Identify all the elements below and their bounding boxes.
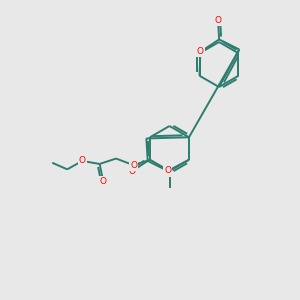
Text: O: O: [197, 47, 204, 56]
Text: O: O: [214, 16, 221, 26]
Text: O: O: [129, 167, 136, 176]
Text: O: O: [100, 177, 107, 186]
Text: O: O: [130, 161, 137, 170]
Text: O: O: [79, 157, 86, 166]
Text: O: O: [164, 167, 171, 176]
